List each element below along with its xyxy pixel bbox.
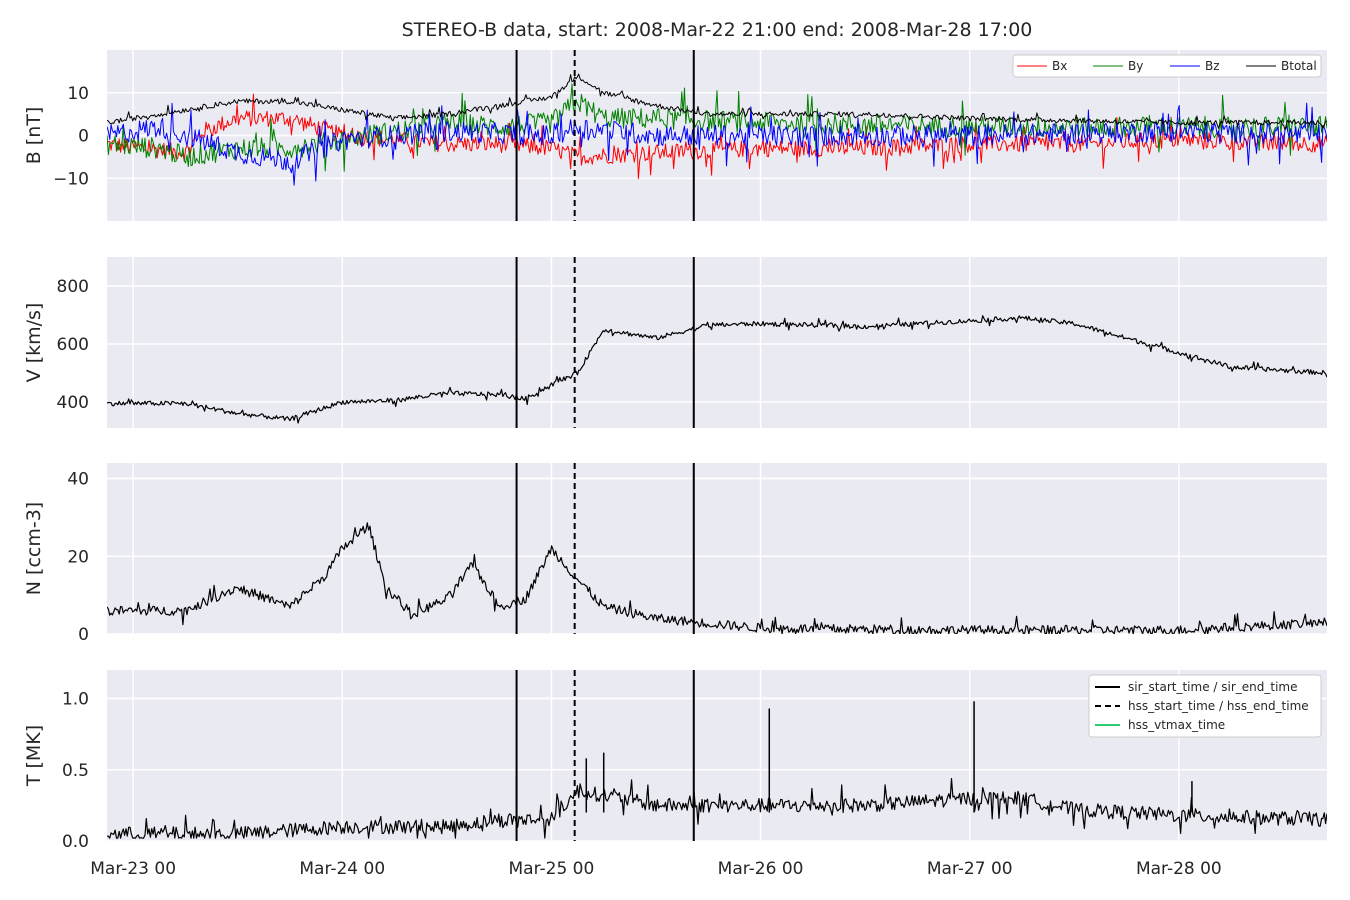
y-tick-label: 400 (57, 393, 89, 413)
legend-label: Bz (1205, 59, 1220, 73)
y-tick-label: 40 (67, 470, 89, 490)
x-axis: Mar-23 00 Mar-24 00 Mar-25 00 Mar-26 00 Mar-… (90, 859, 1222, 879)
legend-label: Btotal (1281, 59, 1317, 73)
y-tick-label: 20 (67, 547, 89, 567)
series-n-line (107, 522, 1327, 634)
series-btotal-line (107, 73, 1327, 131)
y-tick-label: 10 (67, 84, 89, 104)
y-tick-label: 0.0 (62, 832, 89, 852)
series-v-line (107, 315, 1327, 424)
event-legend: sir_start_time / sir_end_time hss_start_t… (1088, 674, 1322, 738)
series-group (107, 522, 1327, 634)
y-tick-label: 0 (78, 625, 89, 645)
y-tick-label: 800 (57, 277, 89, 297)
y-axis-label: V [km/s] (23, 303, 45, 383)
y-axis-label: N [ccm-3] (23, 502, 45, 595)
x-tick-label: Mar-23 00 (90, 859, 176, 879)
x-tick-label: Mar-27 00 (927, 859, 1013, 879)
y-tick-label: 0 (78, 127, 89, 147)
y-tick-label: 600 (57, 335, 89, 355)
panel-4: 1.0 0.5 0.0 T [MK] sir_start_time / sir_end_… (23, 670, 1327, 852)
series-bz-line (107, 102, 1327, 186)
panel-2: 800 600 400 V [km/s] (23, 257, 1327, 428)
series-t-line (107, 778, 1327, 839)
y-tick-label: 1.0 (62, 690, 89, 710)
b-legend: Bx By Bz Btotal (1012, 54, 1322, 78)
y-tick-label: 0.5 (62, 761, 89, 781)
legend-label: hss_start_time / hss_end_time (1128, 699, 1309, 713)
series-group (107, 701, 1327, 839)
panel-3: 40 20 0 N [ccm-3] (23, 463, 1327, 645)
x-tick-label: Mar-25 00 (509, 859, 595, 879)
x-tick-label: Mar-26 00 (718, 859, 804, 879)
legend-label: sir_start_time / sir_end_time (1128, 680, 1298, 694)
series-group (107, 315, 1327, 424)
chart-title: STEREO-B data, start: 2008-Mar-22 21:00 … (402, 19, 1033, 41)
legend-label: By (1128, 59, 1143, 73)
y-tick-label: −10 (53, 169, 89, 189)
x-tick-label: Mar-28 00 (1136, 859, 1222, 879)
panel-background (107, 463, 1327, 634)
series-group (107, 73, 1327, 186)
y-axis-label: T [MK] (23, 725, 45, 787)
x-tick-label: Mar-24 00 (299, 859, 385, 879)
legend-label: hss_vtmax_time (1128, 718, 1225, 732)
legend-label: Bx (1052, 59, 1067, 73)
panel-1: 10 0 −10 B [nT] Bx By Bz Btotal (23, 50, 1327, 221)
y-axis-label: B [nT] (23, 107, 45, 165)
